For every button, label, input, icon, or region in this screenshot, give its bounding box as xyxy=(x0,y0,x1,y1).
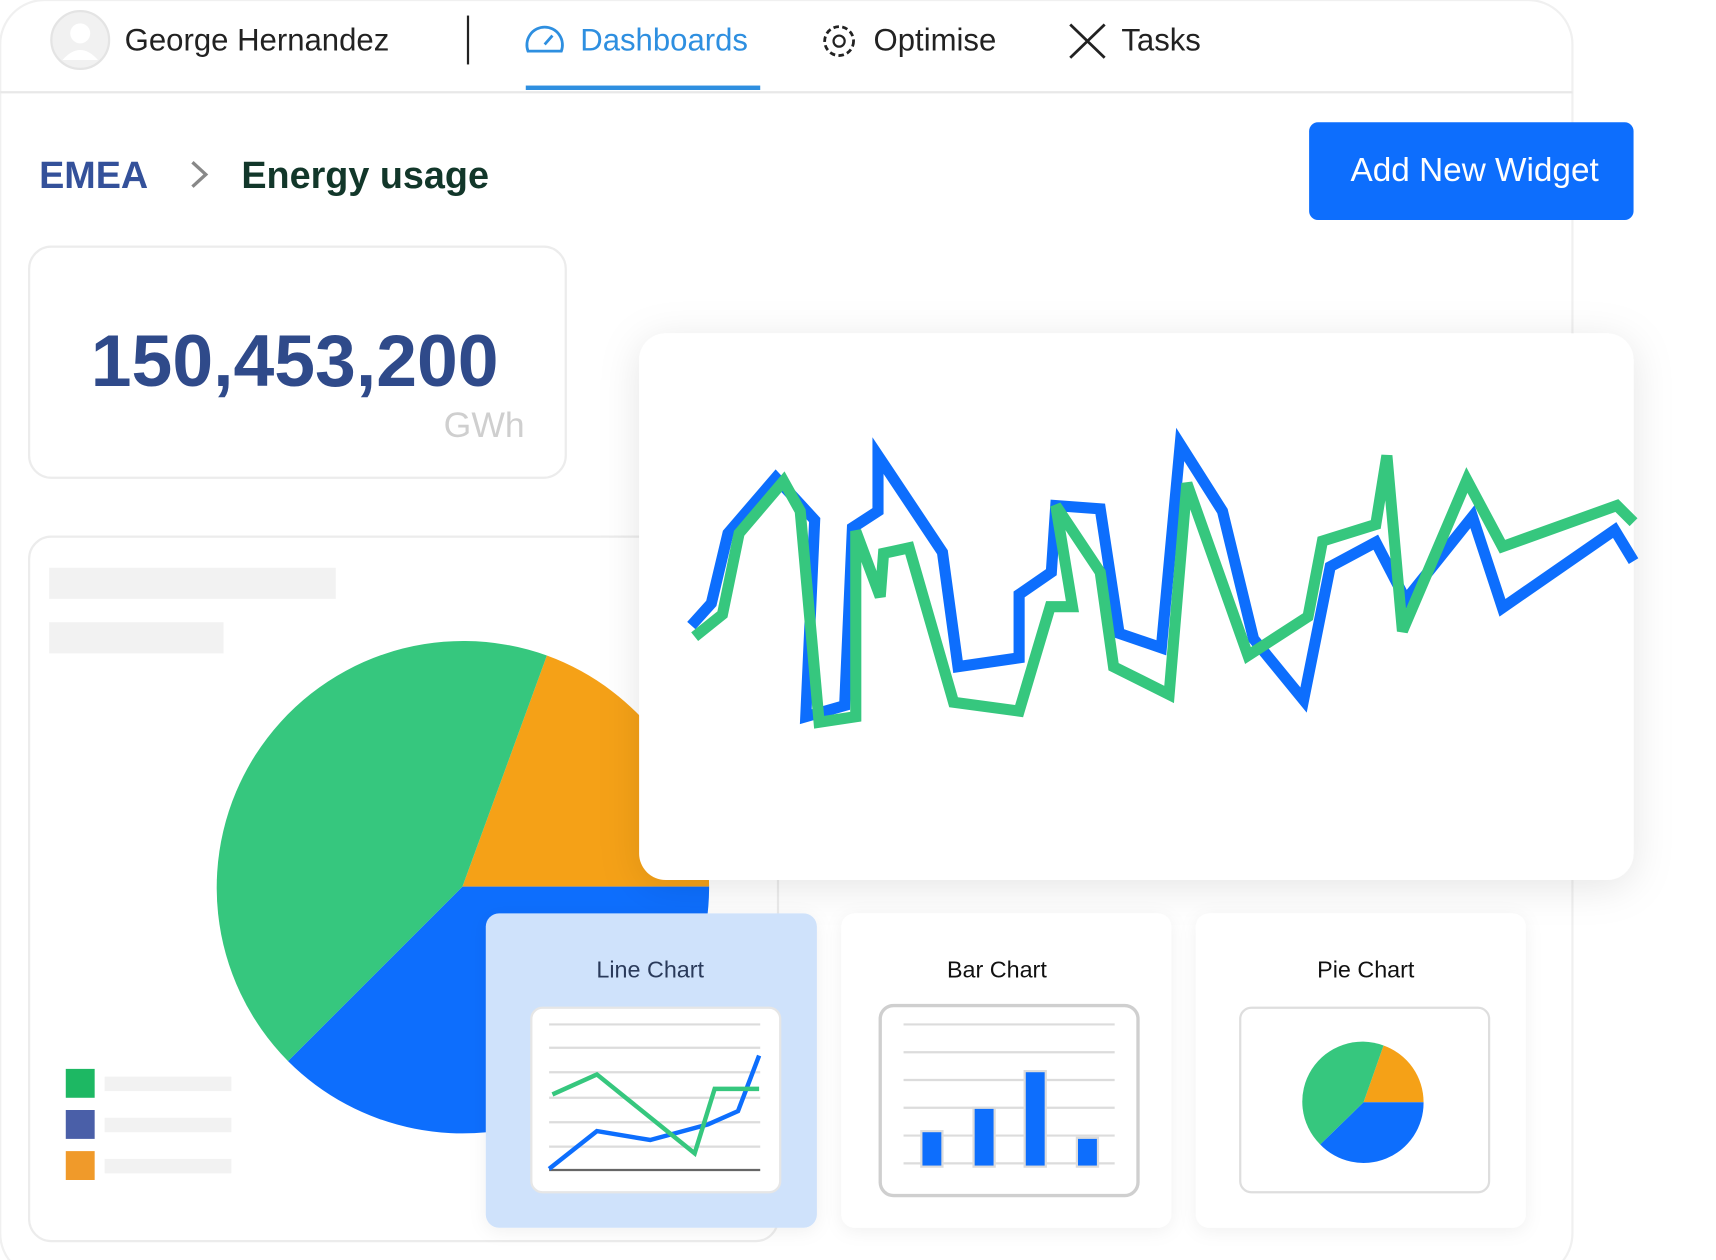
gear-icon-center xyxy=(832,34,846,48)
button-label: Add New Widget xyxy=(1351,152,1600,189)
line-chart-card xyxy=(639,333,1634,880)
button-bg xyxy=(1309,122,1634,220)
widget-preview xyxy=(878,1003,1140,1198)
breadcrumb-root[interactable]: EMEA xyxy=(39,155,148,197)
avatar-body xyxy=(62,50,98,60)
dashboard-icon-needle xyxy=(543,34,554,46)
preview-line xyxy=(547,1054,762,1171)
placeholder xyxy=(104,1158,232,1174)
avatar-head xyxy=(70,23,91,44)
kpi-unit: GWh xyxy=(444,405,525,445)
add-widget-button[interactable]: Add New Widget xyxy=(1309,122,1634,220)
nav-item: Tasks xyxy=(1121,22,1201,57)
placeholder xyxy=(49,622,224,654)
widget-title: Bar Chart xyxy=(947,956,1047,982)
gear-icon xyxy=(823,25,855,57)
active-underline xyxy=(525,85,761,90)
placeholder xyxy=(104,1076,232,1092)
legend-swatch xyxy=(65,1110,95,1139)
line-illustration xyxy=(691,454,1638,729)
tools-icon xyxy=(1069,23,1106,59)
line-illustration xyxy=(687,427,1639,725)
preview-grid xyxy=(549,1023,761,1148)
placeholder xyxy=(49,567,336,599)
preview-line xyxy=(551,1071,760,1158)
preview-bars xyxy=(920,1070,1100,1168)
breadcrumb-chevron xyxy=(191,160,209,188)
legend-swatch xyxy=(65,1151,95,1180)
nav-item: Optimise xyxy=(874,22,997,57)
widget-line-chart[interactable]: Line Chart xyxy=(485,913,817,1228)
pie-slice xyxy=(216,640,547,1062)
preview-slice xyxy=(1302,1041,1384,1145)
nav-tasks[interactable]: Tasks xyxy=(1069,22,1201,59)
breadcrumb-current: Energy usage xyxy=(241,155,489,197)
nav-optimise[interactable]: Optimise xyxy=(823,22,997,57)
nav-item: Dashboards xyxy=(580,22,748,57)
preview-grid xyxy=(903,1023,1115,1165)
nav-dashboards[interactable]: Dashboards xyxy=(525,22,761,90)
widget-bar-chart[interactable]: Bar Chart xyxy=(841,913,1172,1228)
widget-pie-chart[interactable]: Pie Chart xyxy=(1195,913,1526,1228)
preview-slice xyxy=(1320,1102,1424,1163)
legend-swatch xyxy=(65,1068,95,1098)
widget-title: Line Chart xyxy=(596,956,704,982)
user-menu[interactable]: George Hernandez xyxy=(50,10,390,70)
kpi-value: 150,453,200 xyxy=(91,320,499,402)
placeholder xyxy=(104,1117,232,1133)
kpi-card xyxy=(28,245,567,479)
widget-title: Pie Chart xyxy=(1317,956,1415,982)
dashboard-icon xyxy=(525,25,564,53)
user-name: George Hernandez xyxy=(125,22,390,57)
